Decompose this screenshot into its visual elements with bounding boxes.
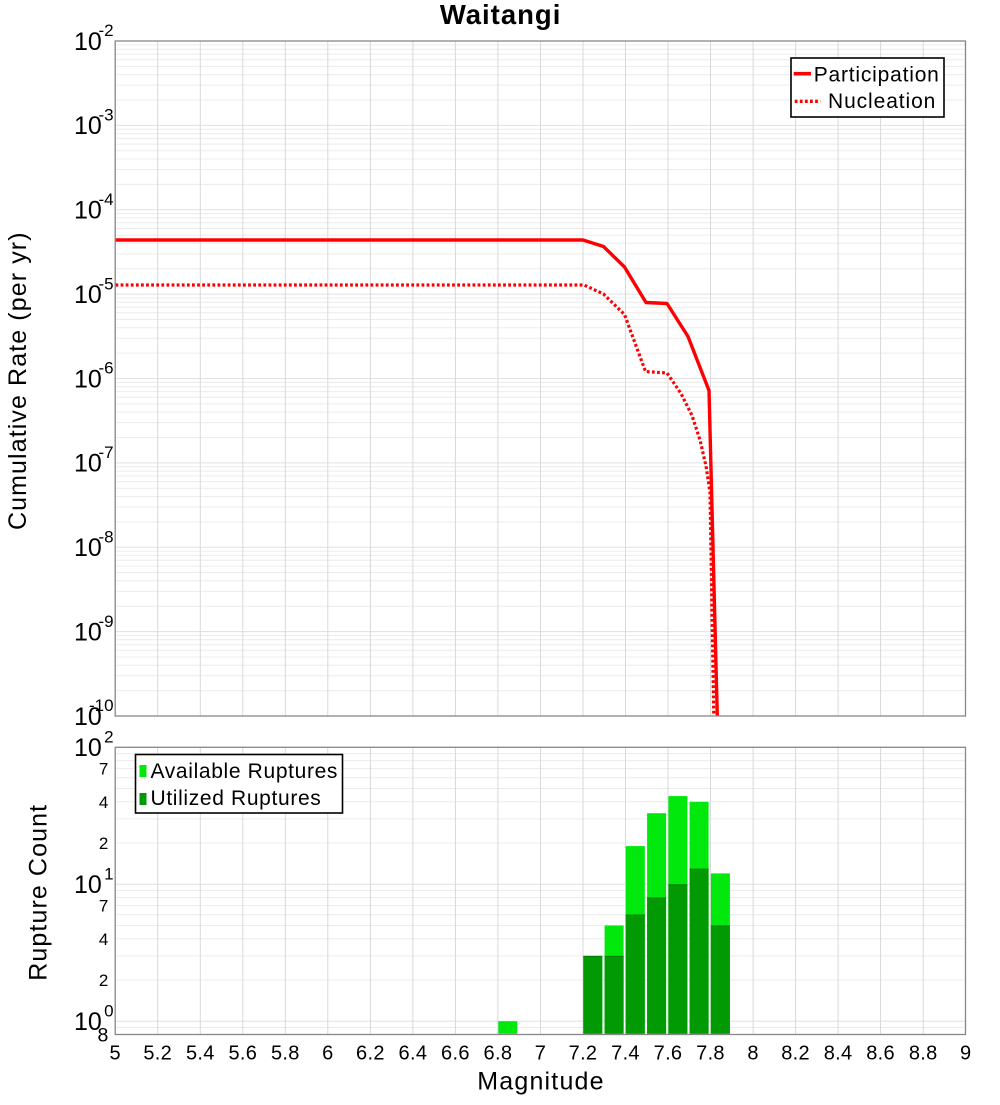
svg-text:Cumulative Rate (per yr): Cumulative Rate (per yr) xyxy=(4,231,32,530)
svg-text:8: 8 xyxy=(747,1043,758,1065)
svg-text:9: 9 xyxy=(960,1043,971,1065)
svg-text:-3: -3 xyxy=(98,106,113,125)
svg-text:4: 4 xyxy=(99,793,108,812)
svg-text:-2: -2 xyxy=(98,21,113,40)
svg-text:6.8: 6.8 xyxy=(484,1043,513,1065)
svg-text:5: 5 xyxy=(109,1043,120,1065)
svg-text:-7: -7 xyxy=(98,443,113,462)
svg-text:7.2: 7.2 xyxy=(569,1043,598,1065)
svg-text:10: 10 xyxy=(74,112,102,140)
svg-text:-5: -5 xyxy=(98,274,113,293)
svg-text:7.6: 7.6 xyxy=(654,1043,683,1065)
svg-text:8.4: 8.4 xyxy=(824,1043,853,1065)
svg-text:1: 1 xyxy=(104,865,113,884)
svg-text:10: 10 xyxy=(74,28,102,56)
svg-text:-6: -6 xyxy=(98,359,113,378)
svg-text:-4: -4 xyxy=(98,190,113,209)
svg-text:6: 6 xyxy=(322,1043,333,1065)
svg-text:Participation: Participation xyxy=(814,63,940,86)
svg-text:10: 10 xyxy=(74,197,102,225)
svg-text:Rupture Count: Rupture Count xyxy=(25,804,53,981)
svg-text:2: 2 xyxy=(99,971,108,990)
svg-text:10: 10 xyxy=(74,534,102,562)
svg-text:8: 8 xyxy=(97,1025,108,1047)
svg-text:7: 7 xyxy=(535,1043,546,1065)
svg-text:5.6: 5.6 xyxy=(228,1043,257,1065)
svg-text:10: 10 xyxy=(74,618,102,646)
svg-text:6.4: 6.4 xyxy=(399,1043,428,1065)
svg-text:7.4: 7.4 xyxy=(611,1043,640,1065)
svg-text:8.8: 8.8 xyxy=(909,1043,938,1065)
svg-text:Magnitude: Magnitude xyxy=(477,1068,605,1096)
svg-text:4: 4 xyxy=(99,930,108,949)
svg-text:8.6: 8.6 xyxy=(866,1043,895,1065)
svg-text:2: 2 xyxy=(104,728,113,747)
svg-text:10: 10 xyxy=(74,1008,102,1036)
svg-text:8.2: 8.2 xyxy=(781,1043,810,1065)
svg-text:10: 10 xyxy=(74,734,102,762)
svg-text:6.2: 6.2 xyxy=(356,1043,385,1065)
svg-text:5.2: 5.2 xyxy=(143,1043,172,1065)
svg-text:Available Ruptures: Available Ruptures xyxy=(151,760,339,783)
svg-text:5.8: 5.8 xyxy=(271,1043,300,1065)
svg-text:0: 0 xyxy=(104,1001,113,1020)
svg-text:6.6: 6.6 xyxy=(441,1043,470,1065)
svg-text:10: 10 xyxy=(74,281,102,309)
svg-text:-10: -10 xyxy=(89,696,114,715)
svg-text:10: 10 xyxy=(74,365,102,393)
svg-text:5.4: 5.4 xyxy=(186,1043,215,1065)
svg-text:10: 10 xyxy=(74,871,102,899)
svg-text:-9: -9 xyxy=(98,612,113,631)
svg-text:7: 7 xyxy=(99,897,108,916)
svg-text:10: 10 xyxy=(74,703,102,731)
svg-text:2: 2 xyxy=(99,834,108,853)
svg-text:10: 10 xyxy=(74,450,102,478)
svg-text:Waitangi: Waitangi xyxy=(440,0,562,30)
svg-text:Utilized Ruptures: Utilized Ruptures xyxy=(151,787,322,810)
svg-text:7.8: 7.8 xyxy=(696,1043,725,1065)
svg-text:Nucleation: Nucleation xyxy=(828,90,936,113)
svg-text:7: 7 xyxy=(99,760,108,779)
svg-text:-8: -8 xyxy=(98,528,113,547)
